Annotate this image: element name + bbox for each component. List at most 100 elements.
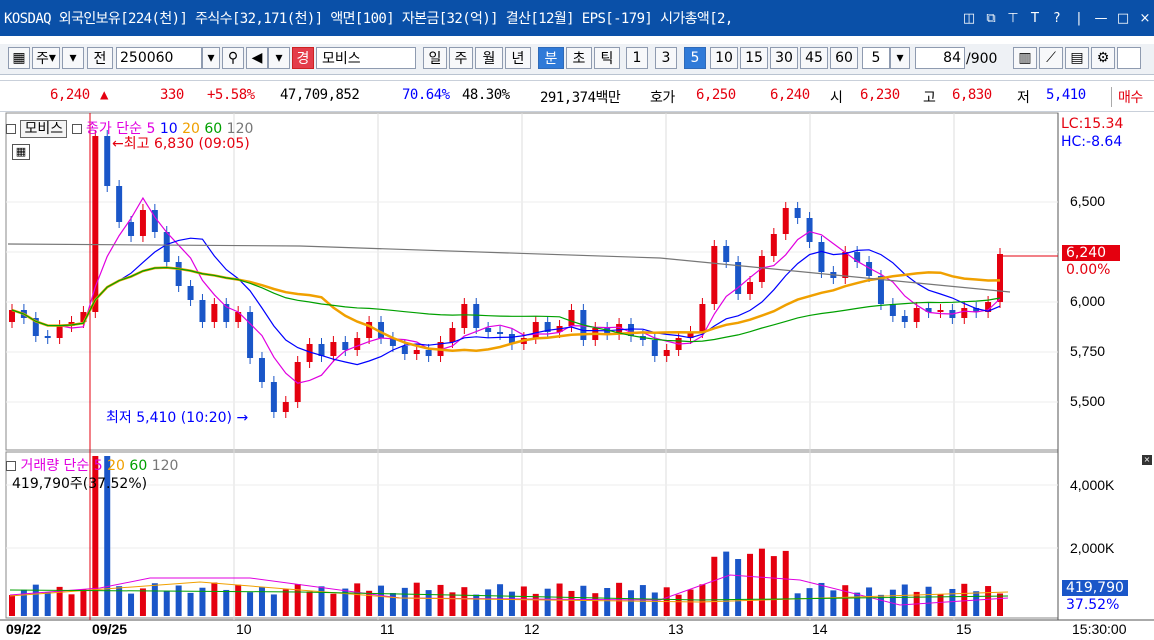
volume-legend: 거래량 단순 5 20 60 120 [6, 455, 178, 475]
volume-bar-39 [473, 594, 480, 616]
interval-btn-45[interactable]: 45 [800, 47, 828, 69]
candle-body-64 [770, 234, 777, 256]
bid-price-1: 6,250 [696, 87, 736, 103]
candle-body-17 [211, 304, 218, 322]
volume-bar-36 [437, 584, 444, 616]
vol-y-tick-4000k: 4,000K [1070, 477, 1115, 493]
interval-btn-10[interactable]: 10 [710, 47, 738, 69]
lc-value: LC:15.34 [1061, 116, 1124, 132]
stock-summary-title: KOSDAQ 외국인보유[224(천)] 주식수[32,171(천)] 액면[1… [4, 11, 733, 27]
candle-body-41 [497, 332, 504, 334]
vol-y-tick-2000k: 2,000K [1070, 540, 1115, 556]
count-input[interactable]: 84 [915, 47, 965, 69]
ma-toggle-icon[interactable] [71, 124, 82, 134]
option-checkbox[interactable] [1117, 47, 1141, 69]
speaker-dropdown-icon[interactable]: ▾ [268, 47, 290, 69]
period-btn-year[interactable]: 년 [505, 47, 531, 69]
restore-panel-icon[interactable]: ◫ [962, 10, 976, 26]
pin-icon[interactable]: ⊤ [1007, 10, 1019, 26]
volume-bar-18 [223, 589, 230, 616]
candle-body-62 [747, 282, 754, 294]
volume-bar-10 [128, 593, 135, 616]
period-btn-month[interactable]: 월 [475, 47, 503, 69]
candle-body-76 [913, 308, 920, 322]
interval-btn-5[interactable]: 5 [684, 47, 706, 69]
period-btn-tick[interactable]: 틱 [594, 47, 620, 69]
close-icon[interactable]: × [1139, 10, 1151, 26]
interval-input[interactable]: 5 [862, 47, 890, 69]
volume-bar-24 [294, 584, 301, 616]
line-tool-icon[interactable]: ⟋ [1039, 47, 1063, 69]
interval-btn-1[interactable]: 1 [626, 47, 648, 69]
candle-type-icon[interactable]: ▥ [1013, 47, 1037, 69]
candle-body-80 [961, 308, 968, 318]
volume-bar-16 [199, 587, 206, 616]
ma-5-label: 5 [146, 121, 156, 137]
candle-body-45 [544, 322, 551, 332]
candle-body-63 [758, 256, 765, 282]
maximize-icon[interactable]: □ [1116, 10, 1130, 26]
y-tick-6500: 6,500 [1070, 193, 1106, 209]
candle-body-81 [973, 308, 980, 312]
volume-bar-14 [175, 585, 182, 616]
volume-toggle-icon[interactable] [6, 461, 16, 471]
candle-body-14 [175, 262, 182, 286]
interval-dropdown-icon[interactable]: ▾ [890, 47, 910, 69]
separator-icon: | [1076, 10, 1082, 26]
duplicate-window-icon[interactable]: ⧉ [986, 10, 996, 26]
minimize-icon[interactable]: — [1094, 10, 1108, 26]
close-panel-icon[interactable]: × [1142, 455, 1152, 465]
current-volume-tag: 419,790 [1062, 580, 1128, 596]
buy-button[interactable]: 매수 [1111, 87, 1143, 107]
candle-body-22 [270, 382, 277, 412]
candle-body-37 [449, 328, 456, 342]
volume-bar-38 [461, 587, 468, 616]
volume-bar-9 [116, 586, 123, 616]
volume-bar-72 [866, 587, 873, 616]
settings-gear-icon[interactable]: ⚙ [1091, 47, 1115, 69]
layout-icon[interactable]: ▦ [8, 47, 30, 69]
period-btn-day[interactable]: 일 [423, 47, 447, 69]
candle-body-8 [104, 136, 111, 186]
help-icon[interactable]: ? [1053, 10, 1061, 26]
volume-bar-12 [151, 583, 158, 616]
interval-btn-15[interactable]: 15 [740, 47, 768, 69]
period-btn-minute[interactable]: 분 [538, 47, 564, 69]
volume-bar-45 [544, 588, 551, 616]
volume-bar-0 [9, 595, 15, 616]
period-btn-second[interactable]: 초 [566, 47, 592, 69]
candle-body-78 [937, 310, 944, 312]
candle-body-82 [985, 302, 992, 312]
high-label: 고 [923, 90, 936, 106]
candle-body-33 [401, 346, 408, 354]
period-select[interactable]: 주 ▾ [32, 47, 60, 69]
candle-body-23 [282, 402, 289, 412]
grid-table-icon[interactable]: ▦ [12, 144, 30, 160]
volume-bar-30 [366, 590, 373, 616]
stock-name-field[interactable]: 모비스 [316, 47, 416, 69]
dropdown-arrow-icon[interactable]: ▾ [62, 47, 84, 69]
candle-body-2 [32, 318, 39, 336]
volume-bar-83 [997, 593, 1003, 616]
code-dropdown-icon[interactable]: ▾ [202, 47, 220, 69]
search-icon[interactable]: ⚲ [222, 47, 244, 69]
volume-bar-70 [842, 585, 849, 616]
save-icon[interactable]: ▤ [1065, 47, 1089, 69]
vol-ma-120-label: 120 [151, 458, 179, 474]
prev-button[interactable]: 전 [87, 47, 113, 69]
stock-code-input[interactable]: 250060 [116, 47, 202, 69]
interval-btn-30[interactable]: 30 [770, 47, 798, 69]
interval-btn-60[interactable]: 60 [830, 47, 858, 69]
period-btn-week[interactable]: 주 [449, 47, 473, 69]
volume-bar-5 [68, 594, 75, 616]
candle-body-6 [80, 312, 87, 322]
volume-bar-71 [854, 592, 861, 616]
speaker-icon[interactable]: ◀ [246, 47, 268, 69]
interval-btn-3[interactable]: 3 [655, 47, 677, 69]
font-size-icon[interactable]: T [1031, 10, 1039, 26]
volume-bar-41 [497, 584, 504, 616]
warning-badge: 경 [292, 47, 314, 69]
volume-bar-50 [604, 588, 611, 616]
collapse-box-icon[interactable] [6, 124, 16, 134]
